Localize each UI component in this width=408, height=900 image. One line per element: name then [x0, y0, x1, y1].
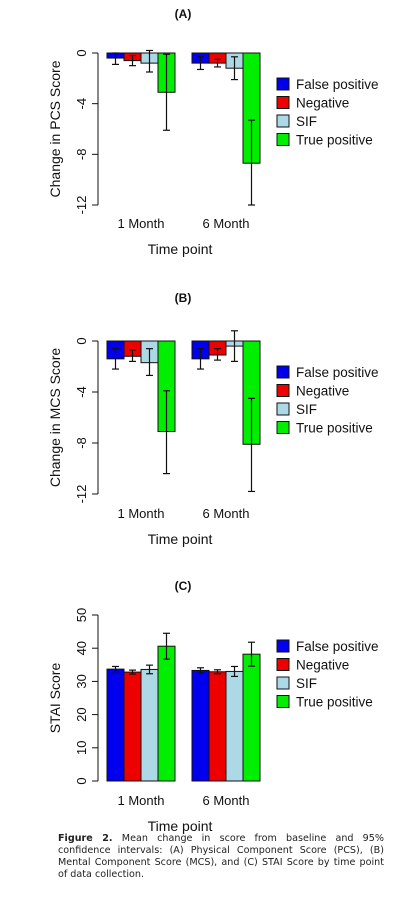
- x-tick-label: 1 Month: [118, 216, 165, 231]
- y-tick-label: 50: [74, 608, 89, 622]
- legend: False positive Negative SIF True positive: [276, 77, 379, 148]
- legend: False positive Negative SIF True positive: [276, 365, 379, 436]
- chart-panel-3: (C) 0 10 20 30 40 50 STAI Score 1 Month 6 Month Ti…: [47, 579, 379, 834]
- legend-label: False positive: [296, 365, 379, 380]
- x-tick-label: 1 Month: [118, 793, 165, 808]
- legend-swatch: [276, 365, 290, 379]
- legend-swatch: [276, 77, 290, 91]
- y-tick-label: 10: [74, 741, 89, 755]
- legend-label: SIF: [296, 114, 317, 129]
- legend-label: Negative: [296, 658, 349, 673]
- legend-swatch: [276, 421, 290, 434]
- x-tick-label: 6 Month: [203, 506, 250, 521]
- x-axis-label: Time point: [148, 241, 213, 257]
- bar-true-positive-2: [242, 653, 261, 782]
- legend-swatch: [276, 695, 290, 708]
- legend-label: Negative: [296, 384, 349, 399]
- chart-title: (B): [175, 291, 192, 305]
- y-tick-label: 30: [74, 674, 89, 688]
- y-tick-label: 40: [74, 641, 89, 655]
- bar-false-positive-2: [191, 669, 210, 782]
- chart-panel-2: (B) 0 -4 -8 -12 Change in MCS Score 1 Month 6 M…: [47, 291, 379, 547]
- bar-true-positive-1: [157, 645, 176, 782]
- x-tick-label: 6 Month: [203, 793, 250, 808]
- legend-swatch: [276, 402, 290, 416]
- legend-label: SIF: [296, 676, 317, 691]
- y-tick-label: 0: [74, 49, 89, 56]
- figure-caption: Figure 2. Mean change in score from base…: [58, 833, 384, 881]
- y-tick-label: -8: [74, 437, 89, 449]
- y-tick-label: 20: [74, 707, 89, 721]
- y-tick-label: 0: [74, 777, 89, 784]
- legend-swatch: [276, 133, 290, 146]
- legend-swatch: [276, 114, 290, 128]
- legend-swatch: [276, 639, 290, 653]
- x-axis-label: Time point: [148, 818, 213, 834]
- y-tick-label: -12: [74, 485, 89, 504]
- x-tick-label: 1 Month: [118, 506, 165, 521]
- legend-label: False positive: [296, 639, 379, 654]
- legend-swatch: [276, 384, 290, 397]
- legend-label: True positive: [296, 695, 373, 710]
- figure-caption-text: Mean change in score from baseline and 9…: [58, 833, 385, 880]
- figure-caption-label: Figure 2.: [58, 833, 113, 844]
- y-axis-label: STAI Score: [47, 663, 63, 734]
- legend-swatch: [276, 658, 290, 671]
- y-tick-label: 0: [74, 337, 89, 344]
- chart-title: (A): [175, 7, 192, 21]
- bar-negative-2: [208, 671, 227, 782]
- legend-swatch: [276, 96, 290, 109]
- legend-label: True positive: [296, 421, 373, 436]
- bar-false-positive-1: [106, 668, 125, 782]
- legend-label: False positive: [296, 77, 379, 92]
- y-axis-label: Change in PCS Score: [47, 60, 63, 197]
- y-tick-label: -4: [74, 98, 89, 110]
- y-tick-label: -8: [74, 149, 89, 161]
- chart-title: (C): [175, 579, 192, 593]
- y-axis-label: Change in MCS Score: [47, 348, 63, 488]
- x-tick-label: 6 Month: [203, 216, 250, 231]
- bar-sif-2: [225, 670, 244, 782]
- legend-label: True positive: [296, 133, 373, 148]
- legend-swatch: [276, 676, 290, 690]
- y-tick-label: -4: [74, 386, 89, 398]
- legend-label: Negative: [296, 96, 349, 111]
- bar-negative-1: [123, 671, 142, 782]
- chart-panel-1: (A) 0 -4 -8 -12 Change in PCS Score 1 Month 6 M…: [47, 7, 379, 257]
- bar-sif-1: [140, 668, 159, 782]
- y-tick-label: -12: [74, 196, 89, 215]
- x-axis-label: Time point: [148, 531, 213, 547]
- legend-label: SIF: [296, 402, 317, 417]
- legend: False positive Negative SIF True positive: [276, 639, 379, 710]
